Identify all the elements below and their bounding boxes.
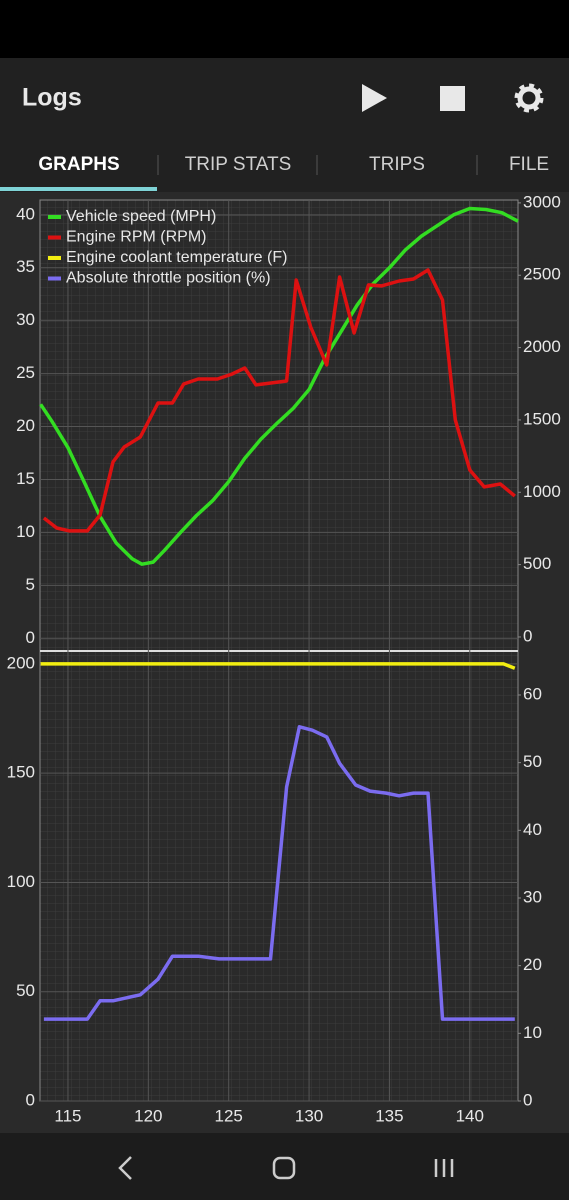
y-tick-label: 50 — [16, 981, 35, 1000]
y2-tick-label: 1000 — [523, 482, 561, 501]
y-tick-label: 0 — [26, 628, 35, 647]
tab[interactable]: TRIP STATS — [185, 154, 292, 175]
y2-tick-label: 0 — [523, 1090, 532, 1109]
series-line — [39, 206, 519, 566]
y2-tick-label: 3000 — [523, 192, 561, 211]
y-tick-label: 100 — [7, 872, 35, 891]
y-tick-label: 0 — [26, 1090, 35, 1109]
tab-bar: GRAPHS TRIP STATS TRIPS FILE — [0, 140, 569, 192]
legend-label: Vehicle speed (MPH) — [66, 208, 216, 225]
x-tick-label: 130 — [295, 1106, 323, 1125]
y2-tick-label: 60 — [523, 684, 542, 703]
y2-tick-label: 30 — [523, 887, 542, 906]
tab[interactable]: TRIPS — [369, 154, 425, 175]
tab[interactable]: GRAPHS — [38, 154, 119, 175]
y-tick-label: 30 — [16, 310, 35, 329]
y-tick-label: 10 — [16, 522, 35, 541]
y2-tick-label: 2000 — [523, 337, 561, 356]
nav-bar — [0, 1133, 569, 1200]
x-tick-label: 115 — [54, 1106, 81, 1125]
x-tick-label: 135 — [375, 1106, 403, 1125]
legend-label: Engine RPM (RPM) — [66, 229, 206, 246]
series-line — [42, 268, 516, 533]
x-tick-label: 140 — [456, 1106, 484, 1125]
x-tick-label: 125 — [215, 1106, 243, 1125]
y-tick-label: 5 — [26, 575, 35, 594]
y2-tick-label: 40 — [523, 820, 542, 839]
back-button[interactable] — [118, 1156, 132, 1180]
y-tick-label: 200 — [7, 653, 35, 672]
y2-tick-label: 20 — [523, 955, 542, 974]
charts: 0510152025303540050010001500200025003000… — [7, 192, 561, 1125]
play-button[interactable] — [362, 84, 387, 112]
y2-tick-label: 500 — [523, 554, 551, 573]
y-tick-label: 20 — [16, 416, 35, 435]
tab[interactable]: FILE — [509, 154, 549, 175]
home-button[interactable] — [272, 1156, 296, 1180]
y2-tick-label: 1500 — [523, 409, 561, 428]
x-tick-label: 120 — [134, 1106, 162, 1125]
series-line — [40, 662, 516, 670]
settings-button[interactable] — [514, 83, 544, 113]
app-title: Logs — [22, 84, 82, 112]
y2-tick-label: 50 — [523, 752, 542, 771]
stop-button[interactable] — [440, 86, 465, 111]
app-bar — [0, 58, 569, 140]
legend-label: Absolute throttle position (%) — [66, 270, 271, 287]
series-line — [43, 725, 515, 1021]
y2-tick-label: 10 — [523, 1023, 542, 1042]
y2-tick-label: 0 — [523, 626, 532, 645]
y-tick-label: 35 — [16, 257, 35, 276]
y-tick-label: 15 — [16, 469, 35, 488]
y-tick-label: 40 — [16, 204, 35, 223]
y-tick-label: 25 — [16, 363, 35, 382]
recents-button[interactable] — [434, 1159, 454, 1177]
status-bar — [0, 0, 569, 58]
legend-label: Engine coolant temperature (F) — [66, 249, 287, 266]
y-tick-label: 150 — [7, 763, 35, 782]
y2-tick-label: 2500 — [523, 265, 561, 284]
